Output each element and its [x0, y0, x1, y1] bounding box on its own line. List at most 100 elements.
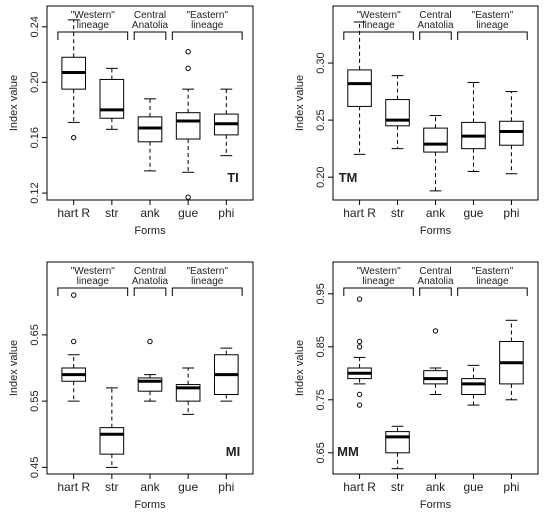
group-bracket: [133, 31, 167, 40]
box-hart-r: [347, 21, 372, 155]
outlier-point: [432, 328, 439, 334]
chart-panel-ti: 0.12 0.16 0.20 0.24 Index value hart R str ank g…: [8, 5, 254, 237]
outlier-point: [356, 344, 363, 350]
x-tick-label: hart R: [57, 480, 90, 494]
box-str: [385, 425, 410, 470]
x-tick-label: phi: [218, 480, 234, 494]
box-gue: [175, 49, 201, 200]
y-tick-label: 0.12: [29, 182, 41, 203]
y-tick-label: 0.25: [315, 109, 327, 130]
box-phi: [213, 347, 239, 402]
group-label-line2: Anatolia: [417, 20, 454, 31]
x-tick-label: ank: [140, 206, 160, 220]
y-axis-title: Index value: [8, 75, 20, 131]
iqr-box: [99, 427, 125, 455]
group-bracket: [343, 287, 414, 296]
y-tick-label: 0.30: [315, 52, 327, 73]
outlier-point: [356, 402, 363, 408]
x-tick-label: hart R: [343, 480, 376, 494]
x-tick-label: gue: [463, 480, 483, 494]
outlier-point: [147, 338, 153, 345]
x-tick-label: str: [105, 480, 118, 494]
iqr-box: [499, 120, 524, 146]
y-tick-label: 0.95: [315, 283, 327, 304]
outlier-point: [71, 338, 77, 345]
iqr-box: [423, 127, 448, 153]
y-tick-label: 0.16: [29, 127, 41, 148]
box-str: [385, 75, 410, 150]
outlier-point: [185, 194, 191, 200]
box-ank: [423, 328, 448, 395]
x-tick-label: gue: [463, 206, 483, 220]
box-phi: [499, 91, 524, 175]
iqr-box: [461, 378, 486, 396]
box-gue: [461, 81, 486, 172]
y-tick-label: 0.55: [29, 390, 41, 411]
box-str: [99, 67, 125, 130]
group-label-line1: Central: [419, 266, 451, 277]
outlier-point: [71, 292, 77, 298]
x-tick-label: str: [391, 206, 404, 220]
box-str: [99, 387, 125, 468]
x-tick-label: hart R: [343, 206, 376, 220]
y-tick-label: 0.24: [29, 16, 41, 37]
y-axis-title: Index value: [294, 75, 306, 131]
group-label-line1: "Western": [356, 266, 401, 277]
group-label-line2: lineage: [476, 20, 509, 31]
group-bracket: [419, 31, 452, 40]
y-axis-title: Index value: [294, 340, 306, 396]
x-axis-title: Forms: [134, 225, 166, 237]
box-gue: [175, 367, 201, 415]
iqr-box: [347, 69, 372, 107]
panel-label: MM: [337, 444, 359, 459]
group-label-line2: Anatolia: [132, 276, 169, 287]
y-tick-label: 0.85: [315, 336, 327, 357]
x-axis-title: Forms: [134, 499, 166, 511]
y-tick-label: 0.65: [315, 442, 327, 463]
group-label-line1: "Western": [356, 10, 401, 21]
panel-label: MI: [226, 444, 240, 459]
group-bracket: [171, 287, 243, 296]
group-label-line1: "Eastern": [472, 266, 514, 277]
group-label-line1: "Eastern": [186, 10, 228, 21]
group-label-line2: lineage: [191, 276, 224, 287]
group-label-line1: "Western": [71, 10, 116, 21]
group-label-line2: lineage: [77, 20, 110, 31]
x-tick-label: gue: [178, 206, 198, 220]
group-label-line2: lineage: [476, 276, 509, 287]
outlier-point: [356, 338, 363, 345]
outlier-point: [185, 49, 191, 55]
x-tick-label: phi: [218, 206, 234, 220]
panel-label: TM: [339, 170, 358, 185]
group-label-line1: "Western": [71, 266, 116, 277]
group-label-line1: "Eastern": [472, 10, 514, 21]
y-tick-label: 0.45: [29, 457, 41, 478]
group-label-line2: lineage: [362, 20, 395, 31]
iqr-box: [385, 99, 410, 127]
x-tick-label: ank: [426, 206, 446, 220]
y-tick-label: 0.20: [315, 166, 327, 187]
iqr-box: [99, 78, 125, 119]
y-tick-label: 0.75: [315, 389, 327, 410]
x-tick-label: phi: [503, 206, 519, 220]
x-axis-title: Forms: [420, 225, 452, 237]
outlier-point: [356, 296, 363, 302]
group-bracket: [343, 31, 414, 40]
group-bracket: [457, 31, 528, 40]
group-label-line2: lineage: [362, 276, 395, 287]
group-label-line1: Central: [134, 10, 166, 21]
iqr-box: [385, 431, 410, 454]
box-gue: [461, 364, 486, 406]
group-label-line2: lineage: [191, 20, 224, 31]
y-tick-label: 0.65: [29, 324, 41, 345]
box-ank: [423, 115, 448, 192]
group-label-line1: Central: [134, 266, 166, 277]
group-bracket: [57, 31, 129, 40]
box-phi: [499, 319, 524, 401]
box-phi: [213, 88, 239, 157]
panel-label: TI: [227, 170, 239, 185]
box-ank: [137, 338, 163, 402]
chart-panel-mm: 0.65 0.75 0.85 0.95 Index value hart R str ank g…: [294, 261, 539, 511]
outlier-point: [185, 65, 191, 72]
